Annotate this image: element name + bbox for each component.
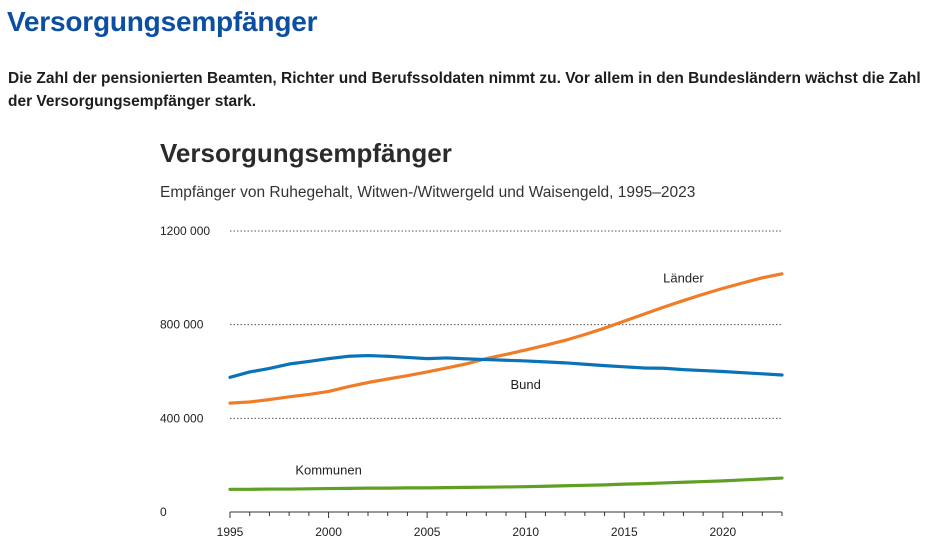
- y-tick-label: 800 000: [160, 318, 204, 332]
- x-tick-label: 2015: [611, 525, 638, 539]
- grid-lines: [230, 230, 782, 419]
- series-label-länder: Länder: [663, 271, 704, 286]
- chart-title: Versorgungsempfänger: [160, 138, 452, 168]
- x-tick-label: 2020: [710, 525, 737, 539]
- chart-subtitle: Empfänger von Ruhegehalt, Witwen-/Witwer…: [160, 184, 696, 201]
- x-tick-label: 1995: [217, 525, 244, 539]
- series-line-kommunen: [228, 476, 784, 491]
- y-tick-label: 400 000: [160, 411, 204, 425]
- series-lines: [228, 272, 784, 491]
- series-label-kommunen: Kommunen: [295, 463, 361, 478]
- page-title: Versorgungsempfänger: [7, 6, 318, 37]
- series-line-bund: [228, 353, 784, 379]
- x-tick-label: 2010: [512, 525, 539, 539]
- x-tick-label: 2005: [414, 525, 441, 539]
- y-tick-label: 1200 000: [160, 224, 210, 238]
- series-line-länder: [228, 272, 784, 405]
- y-tick-label: 0: [160, 505, 167, 519]
- x-tick-label: 2000: [315, 525, 342, 539]
- series-label-bund: Bund: [511, 377, 541, 392]
- series-labels: Länder Bund Kommunen: [295, 271, 704, 478]
- intro-text: Die Zahl der pensionierten Beamten, Rich…: [8, 70, 921, 110]
- x-axis: 0 400 000 800 000 1200 000 1995 2000 2005 2010 2…: [160, 224, 783, 539]
